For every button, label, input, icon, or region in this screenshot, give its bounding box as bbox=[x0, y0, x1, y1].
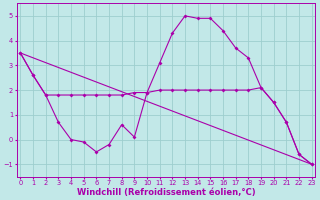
X-axis label: Windchill (Refroidissement éolien,°C): Windchill (Refroidissement éolien,°C) bbox=[77, 188, 255, 197]
